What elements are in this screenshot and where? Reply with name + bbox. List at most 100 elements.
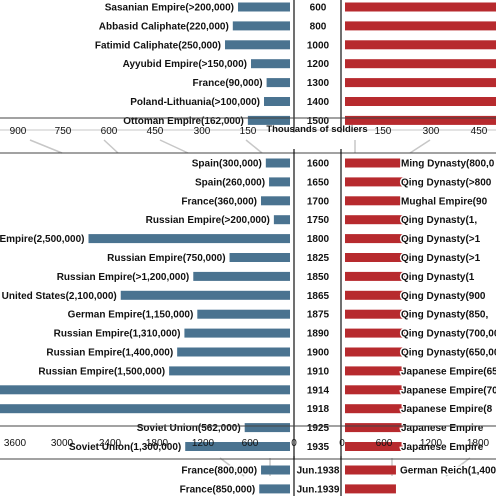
mid-left-tick-3: 1800 xyxy=(146,438,169,449)
mid-left-tick-2: 2400 xyxy=(99,438,122,449)
top-left-tick-5: 150 xyxy=(240,126,257,137)
year-label-middle-3: 1750 xyxy=(307,215,330,226)
label-left-top-4: France(90,000) xyxy=(193,78,263,89)
label-left-middle-4: ch Empire(2,500,000) xyxy=(0,234,85,245)
label-left-middle-0: Spain(300,000) xyxy=(192,159,262,170)
label-right-middle-8: Qing Dynasty(850, xyxy=(401,310,488,321)
bar-right-middle-7 xyxy=(345,290,405,300)
bar-left-top-6 xyxy=(247,115,290,125)
bar-right-top-5 xyxy=(345,97,496,106)
bar-right-middle-12 xyxy=(345,385,405,395)
bar-left-bottom-1 xyxy=(259,484,290,494)
year-label-middle-9: 1890 xyxy=(307,329,330,340)
label-right-middle-15: Japanese Empire xyxy=(401,442,484,453)
bar-left-bottom-0 xyxy=(261,465,290,475)
bar-left-top-0 xyxy=(238,2,290,12)
top-right-tick-2: 450 xyxy=(471,126,488,137)
label-left-middle-3: Russian Empire(>200,000) xyxy=(146,215,270,226)
label-left-middle-6: Russian Empire(>1,200,000) xyxy=(57,272,190,283)
mid-right-tick-0: 0 xyxy=(339,438,345,449)
bar-left-middle-15 xyxy=(185,442,290,451)
year-label-middle-1: 1650 xyxy=(307,177,330,188)
top-right-tick-1: 300 xyxy=(423,126,440,137)
label-right-middle-14: Japanese Empire xyxy=(401,423,484,434)
top-left-tick-0: 900 xyxy=(10,126,27,137)
label-left-middle-10: Russian Empire(1,400,000) xyxy=(46,348,173,359)
bar-left-middle-11 xyxy=(169,366,290,376)
label-left-middle-2: France(360,000) xyxy=(181,196,257,207)
top-left-tick-2: 600 xyxy=(101,126,118,137)
label-right-middle-1: Qing Dynasty(>800 xyxy=(401,177,492,188)
bar-right-top-6 xyxy=(345,115,496,125)
bar-left-middle-3 xyxy=(273,215,290,225)
year-label-middle-6: 1850 xyxy=(307,272,330,283)
bar-right-top-0 xyxy=(345,2,496,12)
bar-right-middle-4 xyxy=(345,234,405,244)
label-left-middle-15: Soviet Union(1,300,000) xyxy=(69,442,181,453)
label-left-middle-14: Soviet Union(562,000) xyxy=(137,423,241,434)
bar-right-middle-8 xyxy=(345,309,405,319)
guide-line-low-0 xyxy=(219,457,245,477)
guide-line-2 xyxy=(159,139,189,154)
bar-right-top-4 xyxy=(345,78,496,88)
bar-right-middle-5 xyxy=(345,253,405,262)
bar-right-top-1 xyxy=(345,21,496,31)
year-label-middle-10: 1900 xyxy=(307,348,330,359)
bar-right-middle-0 xyxy=(345,158,405,168)
label-left-middle-11: Russian Empire(1,500,000) xyxy=(38,366,165,377)
year-label-middle-15: 1935 xyxy=(307,442,330,453)
bar-right-top-3 xyxy=(345,59,496,69)
bar-left-top-3 xyxy=(251,59,290,69)
bar-left-middle-13 xyxy=(0,404,291,414)
bar-right-middle-10 xyxy=(345,347,405,357)
label-left-top-1: Abbasid Caliphate(220,000) xyxy=(99,21,229,32)
label-right-middle-7: Qing Dynasty(900 xyxy=(401,291,486,302)
mid-right-tick-3: 1800 xyxy=(467,438,490,449)
bar-left-middle-4 xyxy=(88,234,290,244)
bar-right-middle-14 xyxy=(345,423,405,433)
year-label-top-3: 1200 xyxy=(307,59,330,70)
year-label-middle-7: 1865 xyxy=(307,291,330,302)
label-right-middle-5: Qing Dynasty(>1 xyxy=(401,253,481,264)
year-label-middle-5: 1825 xyxy=(307,253,330,264)
bar-left-top-4 xyxy=(266,78,290,88)
bar-left-middle-14 xyxy=(244,423,290,433)
bar-left-middle-10 xyxy=(177,347,290,357)
year-label-middle-8: 1875 xyxy=(307,310,330,321)
guide-line-3 xyxy=(245,139,263,154)
label-left-top-0: Sasanian Empire(>200,000) xyxy=(105,3,234,14)
bar-right-middle-11 xyxy=(345,366,405,376)
mid-right-tick-2: 1200 xyxy=(420,438,443,449)
year-label-middle-4: 1800 xyxy=(307,234,330,245)
guide-line-1 xyxy=(103,139,119,154)
bar-right-middle-13 xyxy=(345,404,405,414)
top-right-tick-0: 150 xyxy=(375,126,392,137)
year-label-middle-12: 1914 xyxy=(307,385,330,396)
label-left-middle-5: Russian Empire(750,000) xyxy=(107,253,225,264)
bar-left-middle-8 xyxy=(197,309,290,319)
mid-left-tick-6: 0 xyxy=(291,438,297,449)
mid-right-tick-1: 600 xyxy=(376,438,393,449)
bar-left-middle-7 xyxy=(120,290,291,300)
guide-line-low-3 xyxy=(445,457,471,477)
label-left-top-2: Fatimid Caliphate(250,000) xyxy=(95,40,221,51)
year-label-bottom-1: Jun.1939 xyxy=(297,484,340,495)
year-label-top-1: 800 xyxy=(310,21,327,32)
bar-left-middle-0 xyxy=(265,158,290,168)
label-left-bottom-1: France(850,000) xyxy=(180,484,256,495)
year-label-top-0: 600 xyxy=(310,3,327,14)
label-right-middle-12: Japanese Empire(700 xyxy=(401,385,496,396)
x-axis-title: Thousands of soldiers xyxy=(266,124,367,135)
bar-right-middle-1 xyxy=(345,177,405,187)
year-label-middle-11: 1910 xyxy=(307,366,330,377)
year-label-top-2: 1000 xyxy=(307,40,330,51)
label-right-middle-9: Qing Dynasty(700,00 xyxy=(401,329,496,340)
label-left-middle-7: United States(2,100,000) xyxy=(2,291,117,302)
label-right-middle-4: Qing Dynasty(>1 xyxy=(401,234,481,245)
label-right-bottom-0: German Reich(1,400,0 xyxy=(400,466,496,477)
year-label-top-4: 1300 xyxy=(307,78,330,89)
bar-left-top-5 xyxy=(264,97,290,106)
label-right-middle-3: Qing Dynasty(1, xyxy=(401,215,477,226)
label-right-middle-13: Japanese Empire(8 xyxy=(401,404,493,415)
